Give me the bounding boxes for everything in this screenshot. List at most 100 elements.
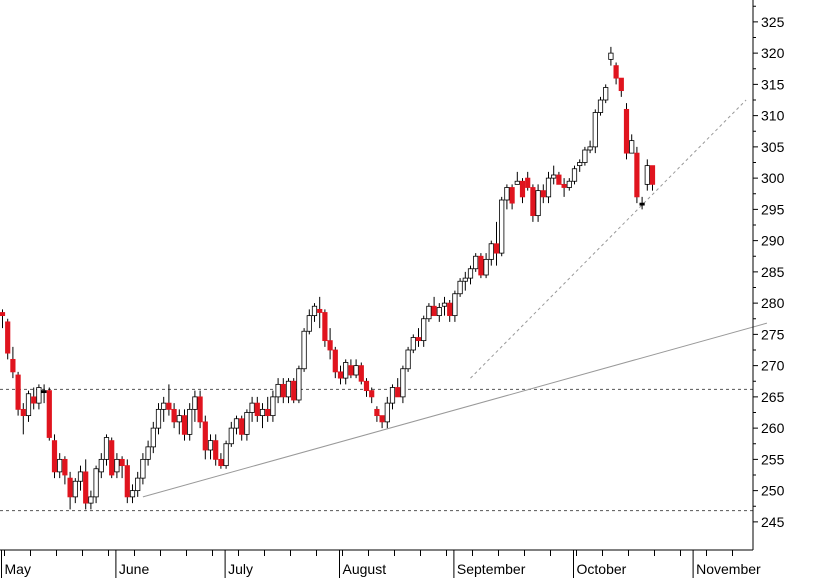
candle-body: [67, 477, 73, 498]
candle-body: [400, 368, 406, 398]
candle: [592, 109, 598, 154]
candle-body: [187, 408, 193, 435]
candle-body: [301, 330, 307, 370]
candle: [197, 390, 203, 429]
candle-body: [15, 374, 21, 410]
y-tick-label: 320: [761, 45, 785, 61]
candle-body: [499, 199, 505, 254]
candle-body: [62, 458, 68, 476]
candle: [389, 384, 396, 410]
candle-body: [535, 190, 541, 217]
candle: [270, 390, 276, 422]
candle: [280, 378, 286, 404]
candle: [623, 103, 630, 160]
candle-body: [613, 65, 619, 79]
candle-body: [629, 140, 635, 154]
candle: [223, 440, 229, 469]
candle-body: [436, 307, 442, 317]
candle: [285, 378, 292, 404]
candle: [473, 253, 479, 272]
candle-body: [244, 412, 250, 435]
candle: [608, 46, 614, 66]
candle-body: [639, 202, 645, 206]
candle: [587, 140, 593, 154]
candle: [540, 184, 546, 204]
candle: [181, 409, 188, 441]
candle: [400, 365, 406, 404]
candle-body: [603, 87, 609, 101]
candle-body: [176, 415, 182, 423]
y-tick-label: 305: [761, 139, 785, 155]
candle: [51, 434, 58, 479]
candle: [577, 159, 583, 172]
candle-body: [197, 396, 203, 423]
candle: [98, 453, 104, 479]
candle-body: [93, 468, 99, 498]
candle: [161, 396, 167, 422]
candle: [296, 365, 302, 404]
candle-body: [441, 302, 448, 307]
y-tick-label: 255: [761, 451, 785, 467]
candle-body: [72, 480, 78, 498]
month-label: September: [457, 561, 526, 577]
candle: [530, 184, 536, 222]
candle-body: [582, 149, 588, 163]
candle-body: [545, 177, 552, 198]
y-tick-label: 265: [761, 389, 785, 405]
candle: [327, 328, 333, 360]
candle: [62, 456, 68, 485]
candle: [124, 459, 130, 504]
candle-body: [597, 99, 604, 113]
candle-body: [223, 443, 229, 467]
month-label: October: [577, 561, 627, 577]
candle-body: [275, 383, 281, 398]
candle-body: [77, 471, 84, 482]
candle-body: [239, 418, 245, 435]
candle-body: [634, 152, 640, 198]
candle-body: [410, 337, 416, 351]
candle: [525, 171, 531, 191]
dashed-trendline: [470, 99, 747, 379]
candle: [452, 290, 458, 322]
candle-body: [467, 268, 474, 279]
candle: [514, 171, 520, 185]
candle: [83, 459, 89, 510]
candle-body: [119, 458, 125, 467]
candle: [561, 178, 567, 197]
candle: [166, 384, 172, 416]
candle-body: [135, 477, 141, 492]
candle: [5, 318, 11, 360]
candle: [597, 96, 604, 116]
candle: [405, 346, 411, 372]
axes: [0, 0, 754, 551]
candle-body: [36, 387, 42, 404]
candle-body: [31, 396, 37, 404]
candle: [556, 171, 562, 185]
candle-body: [10, 358, 16, 373]
candle: [369, 387, 375, 404]
candle-body: [20, 408, 26, 417]
y-tick-label: 275: [761, 326, 785, 342]
candle: [150, 421, 156, 454]
candle: [644, 159, 650, 191]
candle-body: [114, 458, 120, 473]
candle: [57, 453, 63, 479]
y-tick-label: 315: [761, 76, 785, 92]
overlay-lines: [0, 99, 768, 512]
candle-body: [358, 365, 364, 382]
candle-body: [421, 318, 427, 342]
candle: [488, 240, 494, 266]
candle-body: [129, 490, 136, 498]
candle-body: [280, 383, 286, 398]
candle: [348, 359, 354, 379]
candle: [483, 253, 489, 279]
candle: [603, 84, 609, 104]
candle-body: [155, 408, 162, 429]
candle: [478, 253, 484, 279]
candle: [218, 453, 224, 469]
candle-body: [395, 387, 401, 398]
candle-body: [254, 402, 260, 417]
candle: [504, 184, 510, 210]
month-label: June: [119, 561, 150, 577]
